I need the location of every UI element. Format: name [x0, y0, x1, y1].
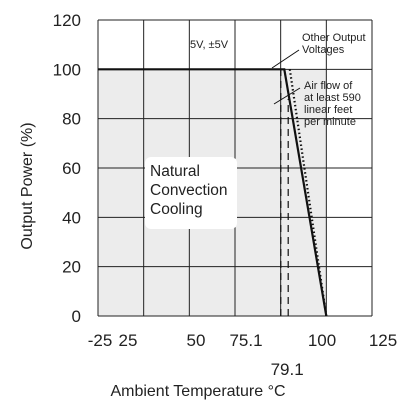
y-tick-label: 80 — [62, 110, 81, 129]
series-dotted-line — [288, 69, 328, 317]
label-airflow: Air flow of — [304, 80, 353, 92]
label-airflow: linear feet — [304, 104, 352, 116]
x-tick-label: 100 — [308, 331, 336, 350]
x-tick-label: 75.1 — [229, 331, 262, 350]
leader-airflow — [273, 87, 301, 105]
y-tick-label: 40 — [62, 208, 81, 227]
y-tick-label: 60 — [62, 159, 81, 178]
label-other-output: Voltages — [302, 44, 345, 56]
label-airflow: at least 590 — [304, 92, 361, 104]
y-tick-label: 120 — [53, 11, 81, 30]
label-5v: 5V, ±5V — [190, 39, 229, 51]
x-tick-label-79: 79.1 — [271, 360, 304, 379]
label-airflow: per minute — [304, 116, 356, 128]
series-lines — [98, 68, 328, 317]
label-natural-convection: Convection — [150, 182, 228, 199]
tick-labels: 0 20 40 60 80 100 120 -25 25 50 75.1 100 125 79.1 — [53, 11, 398, 379]
leader-other-output — [271, 49, 300, 69]
y-axis-title: Output Power (%) — [19, 122, 36, 249]
x-axis-title: Ambient Temperature °C — [110, 383, 285, 400]
y-tick-label: 100 — [53, 60, 81, 79]
y-tick-label: 0 — [72, 307, 81, 326]
label-other-output: Other Output — [302, 32, 366, 44]
label-natural-convection: Cooling — [150, 201, 203, 218]
x-tick-label: -25 — [88, 331, 113, 350]
natural-convection-box — [145, 157, 237, 229]
label-natural-convection: Natural — [150, 163, 200, 180]
y-tick-label: 20 — [62, 258, 81, 277]
x-tick-label: 125 — [369, 331, 397, 350]
series-solid-line — [98, 68, 328, 317]
x-tick-label: 25 — [119, 331, 138, 350]
x-tick-label: 50 — [187, 331, 206, 350]
